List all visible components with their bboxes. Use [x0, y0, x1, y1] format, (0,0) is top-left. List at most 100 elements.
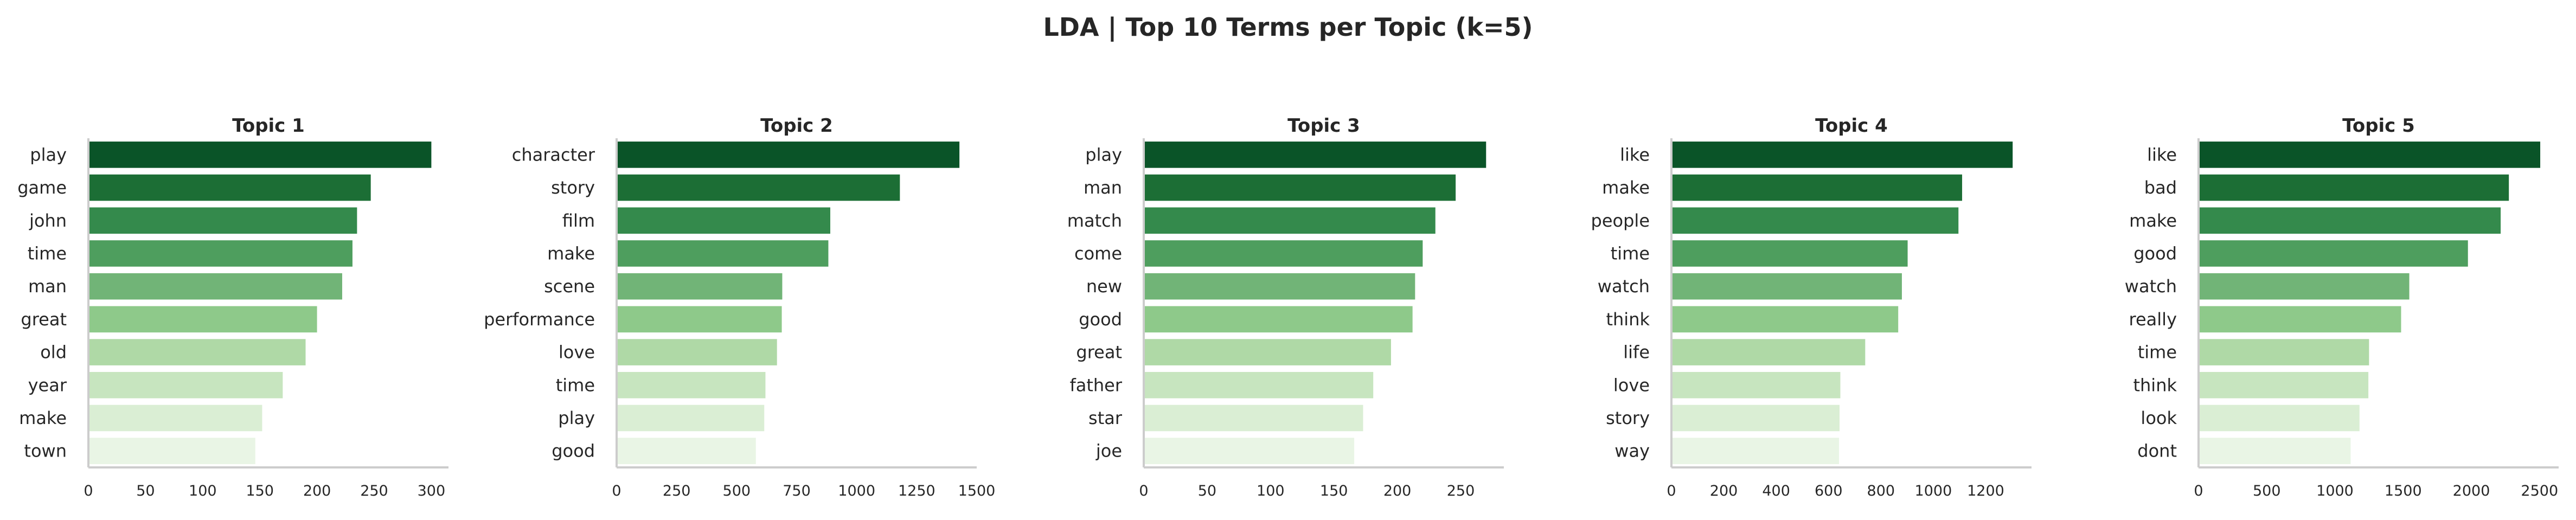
- y-tick-label: performance: [484, 309, 595, 330]
- panels-layer: Topic 1 play game john time man great old year ma…: [17, 115, 2559, 499]
- x-tick-label: 1000: [838, 483, 875, 499]
- y-tick-label: dont: [2137, 441, 2177, 461]
- x-tick-label: 50: [136, 483, 155, 499]
- y-tick-label: good: [2133, 243, 2177, 264]
- bar: [1144, 371, 1374, 399]
- bar: [88, 142, 432, 168]
- bar: [2199, 174, 2509, 201]
- bar: [1671, 438, 1840, 464]
- x-tick-label: 150: [246, 483, 274, 499]
- bar: [2199, 339, 2369, 365]
- bar: [1144, 306, 1413, 333]
- bar: [1144, 174, 1456, 201]
- bar: [1671, 207, 1959, 234]
- x-tick-label: 200: [1710, 483, 1738, 499]
- bar: [88, 339, 306, 365]
- bar: [1144, 240, 1423, 267]
- x-tick-label: 800: [1867, 483, 1895, 499]
- topic-panel: Topic 2 character story film make scene perfor…: [484, 115, 995, 499]
- x-tick-label: 200: [303, 483, 331, 499]
- bar: [617, 174, 900, 201]
- bar: [1144, 142, 1486, 168]
- bar: [88, 207, 357, 234]
- panel-title: Topic 4: [1815, 115, 1888, 137]
- x-tick-label: 50: [1198, 483, 1216, 499]
- x-tick-label: 0: [1667, 483, 1676, 499]
- y-tick-label: time: [2138, 342, 2177, 363]
- y-tick-label: film: [562, 210, 595, 231]
- x-tick-label: 1500: [2385, 483, 2422, 499]
- y-tick-label: scene: [544, 276, 595, 297]
- y-tick-label: way: [1614, 441, 1650, 461]
- x-tick-label: 300: [418, 483, 446, 499]
- y-tick-label: joe: [1095, 441, 1122, 461]
- y-tick-label: time: [556, 375, 595, 395]
- x-tick-label: 500: [2253, 483, 2281, 499]
- y-tick-label: story: [1606, 408, 1650, 428]
- y-tick-label: watch: [2125, 276, 2177, 297]
- x-tick-label: 2000: [2453, 483, 2490, 499]
- x-tick-label: 1000: [2316, 483, 2354, 499]
- bar: [88, 240, 353, 267]
- bar: [1671, 405, 1840, 432]
- x-tick-label: 250: [1447, 483, 1475, 499]
- y-tick-label: make: [547, 243, 595, 264]
- y-tick-label: match: [1067, 210, 1122, 231]
- y-tick-label: people: [1591, 210, 1650, 231]
- chart-title: LDA | Top 10 Terms per Topic (k=5): [1043, 12, 1533, 42]
- bar: [617, 371, 766, 399]
- y-tick-label: good: [1079, 309, 1122, 330]
- bar: [1671, 142, 2013, 168]
- panel-title: Topic 1: [232, 115, 305, 137]
- x-tick-label: 0: [84, 483, 93, 499]
- x-tick-label: 0: [2194, 483, 2203, 499]
- bar: [617, 240, 829, 267]
- bar: [617, 273, 783, 300]
- y-tick-label: character: [512, 144, 595, 165]
- x-tick-label: 100: [189, 483, 217, 499]
- bar: [617, 405, 765, 432]
- y-tick-label: make: [2129, 210, 2177, 231]
- y-tick-label: star: [1088, 408, 1123, 428]
- x-tick-label: 500: [723, 483, 751, 499]
- y-tick-label: game: [17, 177, 67, 198]
- y-tick-label: like: [2147, 144, 2177, 165]
- y-tick-label: make: [19, 408, 67, 428]
- x-tick-label: 1250: [898, 483, 935, 499]
- y-tick-label: watch: [1598, 276, 1650, 297]
- bar: [88, 273, 342, 300]
- bar: [2199, 240, 2468, 267]
- x-tick-label: 750: [783, 483, 811, 499]
- bar: [88, 438, 255, 464]
- topic-panel: Topic 1 play game john time man great old year ma…: [17, 115, 448, 499]
- bar: [2199, 273, 2410, 300]
- y-tick-label: year: [28, 375, 67, 395]
- bar: [2199, 306, 2401, 333]
- panel-title: Topic 2: [760, 115, 833, 137]
- bar: [2199, 438, 2351, 464]
- x-tick-label: 200: [1383, 483, 1412, 499]
- bar: [1671, 306, 1899, 333]
- bar: [2199, 405, 2360, 432]
- x-tick-label: 0: [1139, 483, 1148, 499]
- bar: [88, 371, 283, 399]
- y-tick-label: great: [21, 309, 67, 330]
- x-tick-label: 600: [1815, 483, 1843, 499]
- bar: [1144, 339, 1391, 365]
- y-tick-label: love: [559, 342, 595, 363]
- x-tick-label: 250: [360, 483, 388, 499]
- topic-panel: Topic 5 like bad make good watch really time thi…: [2125, 115, 2559, 499]
- bar: [1144, 273, 1415, 300]
- bar: [88, 174, 371, 201]
- x-tick-label: 1200: [1967, 483, 2004, 499]
- bar: [617, 438, 756, 464]
- bar: [617, 339, 777, 365]
- x-tick-label: 1000: [1915, 483, 1952, 499]
- panel-title: Topic 5: [2342, 115, 2415, 137]
- y-tick-label: father: [1069, 375, 1122, 395]
- y-tick-label: man: [1084, 177, 1122, 198]
- y-tick-label: think: [2133, 375, 2177, 395]
- y-tick-label: play: [1085, 144, 1122, 165]
- y-tick-label: good: [552, 441, 595, 461]
